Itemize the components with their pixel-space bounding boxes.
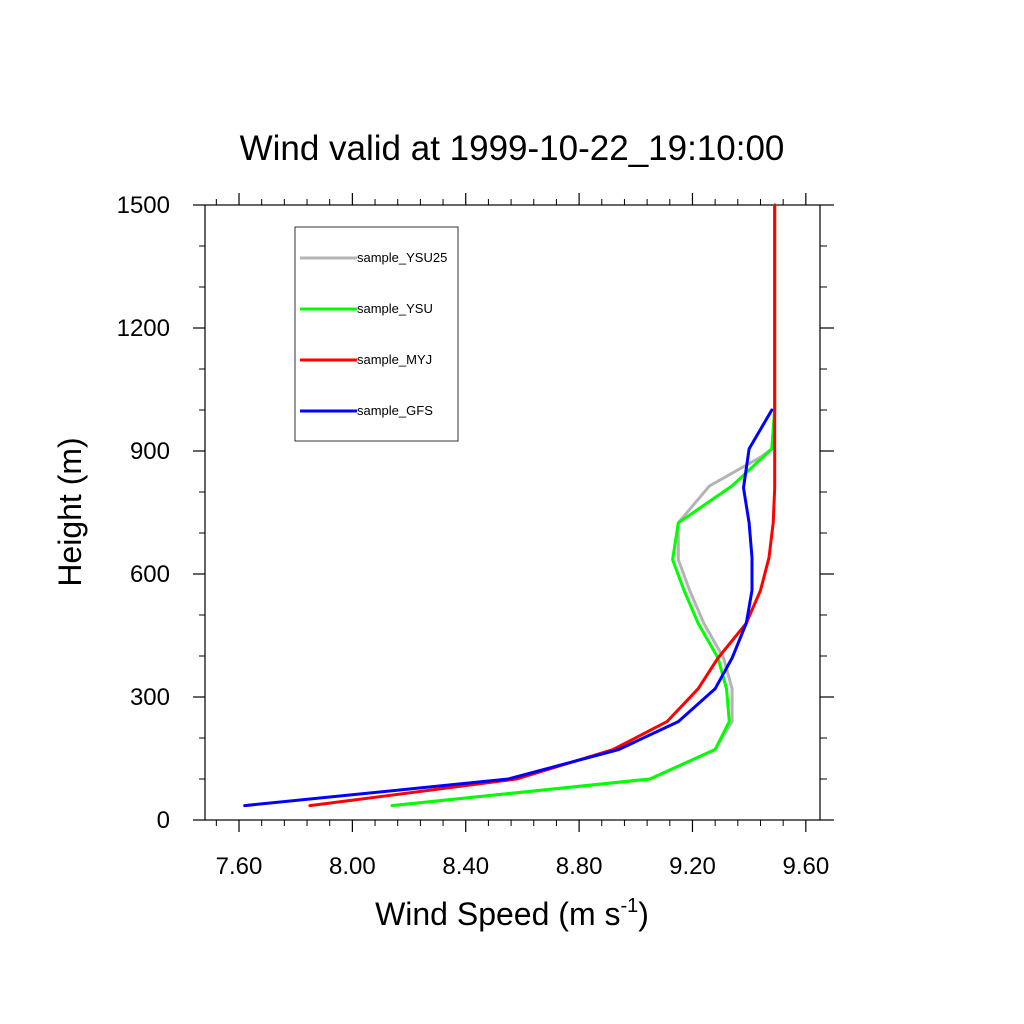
y-tick-label: 1200 — [117, 315, 170, 342]
y-tick-label: 0 — [157, 807, 170, 834]
x-axis-label-suffix: ) — [638, 896, 649, 932]
legend: sample_YSU25 sample_YSU sample_MYJ sample_G… — [294, 226, 459, 442]
y-tick-label: 300 — [130, 684, 170, 711]
plot-frame — [204, 204, 821, 821]
y-axis: 0 300 600 900 1200 1500 — [117, 192, 834, 834]
series-line-sample_MYJ — [308, 203, 777, 808]
x-axis-label: Wind Speed (m s-1) — [375, 895, 649, 932]
x-axis-label-text: Wind Speed (m s — [375, 896, 620, 932]
plot-border — [204, 204, 821, 821]
legend-box — [294, 226, 459, 442]
legend-label-sample_GFS: sample_GFS — [357, 403, 433, 418]
x-tick-label: 7.60 — [216, 853, 263, 880]
legend-label-sample_YSU: sample_YSU — [357, 301, 433, 316]
y-tick-label: 600 — [130, 561, 170, 588]
y-tick-label: 1500 — [117, 192, 170, 219]
chart-title: Wind valid at 1999-10-22_19:10:00 — [240, 129, 785, 168]
legend-label-sample_MYJ: sample_MYJ — [357, 352, 432, 367]
legend-label-sample_YSU25: sample_YSU25 — [357, 250, 447, 265]
y-tick-label: 900 — [130, 438, 170, 465]
series-line-sample_YSU — [390, 203, 777, 808]
x-tick-label: 8.80 — [556, 853, 603, 880]
x-tick-label: 8.40 — [442, 853, 489, 880]
y-axis-label: Height (m) — [52, 437, 88, 586]
series-line-sample_GFS — [243, 408, 774, 808]
x-tick-label: 9.20 — [669, 853, 716, 880]
x-axis: 7.60 8.00 8.40 8.80 9.20 9.60 — [216, 193, 829, 880]
x-tick-label: 8.00 — [329, 853, 376, 880]
x-axis-label-superscript: -1 — [620, 895, 638, 917]
series-lines — [243, 203, 777, 808]
x-tick-label: 9.60 — [782, 853, 829, 880]
